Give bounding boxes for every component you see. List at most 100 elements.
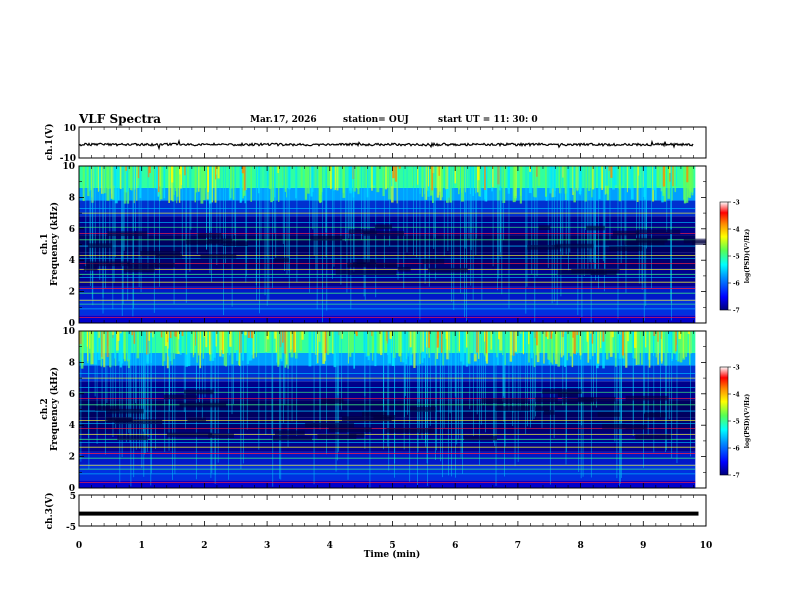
sferic-streak <box>497 166 498 291</box>
sferic-streak <box>553 331 555 439</box>
sferic-streak <box>428 166 430 287</box>
sferic-streak <box>547 166 549 268</box>
sferic-noise <box>408 331 410 351</box>
ch2-spectrogram-ylabel-frequency: Frequency (kHz) <box>49 367 60 451</box>
sferic-noise <box>549 166 552 194</box>
high-psd-streak <box>177 331 180 340</box>
sferic-noise <box>682 331 684 358</box>
colorbar-tick-label: -5 <box>733 254 740 261</box>
sferic-streak <box>405 331 406 397</box>
sferic-streak <box>144 331 145 455</box>
sferic-noise <box>396 166 398 204</box>
sferic-streak <box>190 166 192 230</box>
low-psd-patch <box>597 412 620 417</box>
sferic-streak <box>147 166 149 271</box>
sferic-streak <box>469 331 471 410</box>
ch3-ytick-top: 5 <box>70 492 76 502</box>
low-psd-patch <box>114 419 163 425</box>
sferic-streak <box>341 331 343 410</box>
sferic-noise <box>519 331 523 352</box>
ch1-spectrogram-image <box>79 166 706 323</box>
sferic-streak <box>494 331 496 446</box>
sferic-streak <box>403 331 405 450</box>
sferic-noise <box>560 331 563 358</box>
sferic-streak <box>138 166 140 288</box>
high-psd-streak <box>497 166 500 185</box>
sferic-noise <box>202 166 206 201</box>
low-psd-patch <box>187 417 206 423</box>
time-tick-label: 2 <box>201 541 207 551</box>
time-tick-label: 10 <box>700 541 713 551</box>
sferic-streak <box>113 166 115 283</box>
sferic-noise <box>667 166 671 199</box>
high-psd-streak <box>181 331 184 336</box>
sferic-streak <box>280 331 282 480</box>
high-psd-streak <box>184 166 186 176</box>
high-psd-streak <box>660 331 662 339</box>
colorbar-tick-label: -4 <box>733 392 740 399</box>
sferic-streak <box>185 331 186 430</box>
sferic-noise <box>688 166 692 199</box>
sferic-noise <box>235 331 239 351</box>
high-psd-streak <box>528 331 530 345</box>
ch1-waveform-xticks <box>78 127 707 158</box>
sferic-noise <box>177 331 180 355</box>
time-tick-label: 6 <box>452 541 458 551</box>
high-psd-streak <box>355 331 358 337</box>
sferic-noise <box>587 331 590 363</box>
sferic-streak <box>133 166 135 309</box>
high-psd-streak <box>324 331 328 354</box>
sferic-noise <box>685 331 688 357</box>
sferic-streak <box>621 331 623 423</box>
sferic-noise <box>175 166 177 192</box>
sferic-noise <box>123 331 127 362</box>
high-psd-streak <box>117 331 120 341</box>
sferic-streak <box>286 166 288 275</box>
high-psd-streak <box>125 166 127 171</box>
low-psd-patch <box>373 415 396 420</box>
sferic-streak <box>464 166 465 318</box>
high-psd-streak <box>160 331 163 338</box>
sferic-noise <box>503 166 506 187</box>
sferic-streak <box>313 331 315 485</box>
high-psd-streak <box>152 331 154 338</box>
low-psd-patch <box>363 231 404 236</box>
sferic-streak <box>209 166 211 274</box>
sferic-noise <box>625 331 628 368</box>
sferic-noise <box>402 331 405 363</box>
sferic-noise <box>257 166 260 194</box>
sferic-noise <box>528 331 530 363</box>
sferic-noise <box>196 331 198 363</box>
sferic-noise <box>654 166 657 201</box>
low-psd-patch <box>428 267 468 273</box>
high-psd-streak <box>586 331 589 342</box>
low-psd-patch <box>542 389 582 394</box>
sferic-noise <box>423 331 426 359</box>
sferic-noise <box>342 166 346 198</box>
low-psd-patch <box>562 397 594 403</box>
high-psd-streak <box>119 331 122 334</box>
sferic-streak <box>199 331 200 403</box>
sferic-streak <box>435 331 436 461</box>
sferic-streak <box>525 331 527 434</box>
sferic-noise <box>139 166 142 199</box>
sferic-streak <box>159 166 160 287</box>
sferic-noise <box>123 166 126 204</box>
sferic-noise <box>637 331 640 365</box>
ch1-waveform-trace <box>78 138 694 151</box>
sferic-noise <box>353 331 356 369</box>
sferic-streak <box>337 331 339 461</box>
sferic-streak <box>172 331 173 480</box>
sferic-noise <box>308 331 312 367</box>
high-psd-streak <box>301 331 304 340</box>
sferic-noise <box>133 166 135 204</box>
sferic-noise <box>90 331 93 365</box>
sferic-streak <box>94 166 96 263</box>
sferic-streak <box>443 166 445 257</box>
low-psd-patch <box>197 233 222 238</box>
colorbar-tick-label: -6 <box>733 281 740 288</box>
ch1-waveform-ylabel: ch.1(V) <box>44 124 55 161</box>
high-psd-streak <box>621 331 625 356</box>
low-psd-patch <box>348 270 397 275</box>
sferic-streak <box>183 331 185 413</box>
